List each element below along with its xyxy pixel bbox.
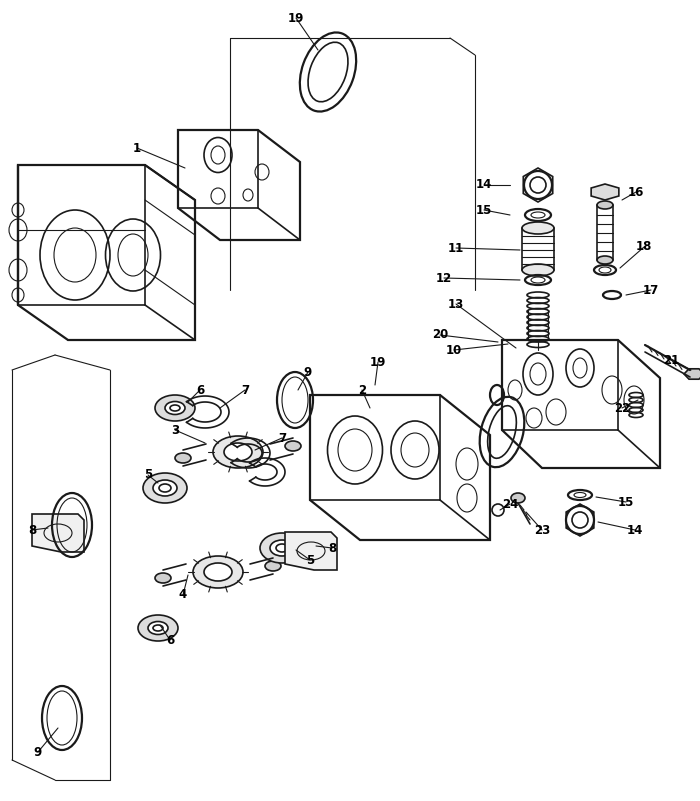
Text: 15: 15 (618, 496, 634, 509)
Ellipse shape (260, 533, 304, 563)
Text: 14: 14 (626, 524, 643, 537)
Text: 11: 11 (448, 241, 464, 255)
Text: 14: 14 (476, 179, 492, 191)
Text: 17: 17 (643, 284, 659, 296)
Text: 21: 21 (663, 353, 679, 367)
Ellipse shape (193, 556, 243, 588)
Text: 13: 13 (448, 297, 464, 311)
Text: 19: 19 (370, 356, 386, 368)
Ellipse shape (155, 395, 195, 421)
Polygon shape (591, 184, 619, 200)
Text: 9: 9 (34, 746, 42, 759)
Ellipse shape (165, 401, 185, 414)
Polygon shape (684, 368, 700, 379)
Ellipse shape (153, 480, 177, 496)
Text: 3: 3 (171, 424, 179, 437)
Text: 7: 7 (278, 432, 286, 445)
Ellipse shape (270, 540, 294, 556)
Ellipse shape (143, 473, 187, 503)
Ellipse shape (175, 453, 191, 463)
Text: 16: 16 (628, 186, 644, 199)
Text: 2: 2 (358, 384, 366, 396)
Text: 22: 22 (614, 401, 630, 414)
Text: 18: 18 (636, 240, 652, 253)
Ellipse shape (265, 561, 281, 571)
Text: 5: 5 (306, 553, 314, 566)
Text: 15: 15 (476, 203, 492, 216)
Ellipse shape (522, 222, 554, 234)
Text: 8: 8 (28, 524, 36, 537)
Ellipse shape (155, 573, 171, 583)
Text: 20: 20 (432, 328, 448, 341)
Ellipse shape (224, 443, 252, 461)
Ellipse shape (213, 436, 263, 468)
Text: 1: 1 (133, 142, 141, 155)
Polygon shape (285, 532, 337, 570)
Text: 7: 7 (241, 384, 249, 396)
Ellipse shape (148, 622, 168, 634)
Ellipse shape (285, 441, 301, 451)
Ellipse shape (138, 615, 178, 641)
Text: 24: 24 (502, 497, 518, 510)
Text: 23: 23 (534, 524, 550, 537)
Text: 9: 9 (304, 365, 312, 379)
Text: 8: 8 (328, 541, 336, 554)
Text: 12: 12 (436, 272, 452, 284)
Text: 4: 4 (179, 589, 187, 602)
Ellipse shape (511, 493, 525, 503)
Text: 19: 19 (288, 11, 304, 25)
Ellipse shape (204, 563, 232, 581)
Text: 10: 10 (446, 344, 462, 356)
Text: 6: 6 (166, 634, 174, 646)
Polygon shape (32, 514, 84, 552)
Ellipse shape (597, 201, 613, 209)
Ellipse shape (597, 256, 613, 264)
Text: 5: 5 (144, 469, 152, 481)
Text: 6: 6 (196, 384, 204, 396)
Ellipse shape (522, 264, 554, 276)
